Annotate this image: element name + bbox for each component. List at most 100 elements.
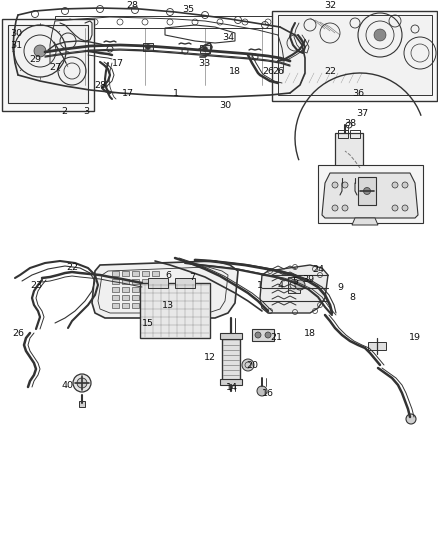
Bar	[272, 11, 437, 101]
Text: 26: 26	[272, 67, 284, 76]
Text: 34: 34	[222, 34, 234, 43]
Bar	[252, 329, 274, 341]
Bar	[122, 303, 129, 308]
Circle shape	[402, 182, 408, 188]
Bar	[288, 277, 300, 293]
Bar	[122, 271, 129, 276]
Bar	[142, 295, 149, 300]
Circle shape	[364, 188, 371, 195]
Text: 1: 1	[257, 280, 263, 289]
Text: 4: 4	[277, 280, 283, 289]
Bar	[152, 287, 159, 292]
Circle shape	[77, 378, 87, 388]
Text: 36: 36	[352, 88, 364, 98]
Circle shape	[242, 359, 254, 371]
Text: 17: 17	[112, 59, 124, 68]
Text: 28: 28	[126, 1, 138, 10]
Polygon shape	[322, 173, 418, 218]
Circle shape	[257, 386, 267, 396]
Bar	[142, 303, 149, 308]
Bar	[132, 303, 139, 308]
Bar	[122, 279, 129, 284]
Text: 35: 35	[182, 5, 194, 14]
Bar	[122, 287, 129, 292]
Bar	[200, 45, 210, 53]
Text: 40: 40	[62, 381, 74, 390]
Bar	[152, 271, 159, 276]
Text: 27: 27	[49, 62, 61, 71]
Circle shape	[295, 280, 305, 290]
Text: 38: 38	[344, 118, 356, 127]
Polygon shape	[278, 15, 432, 95]
Circle shape	[406, 414, 416, 424]
Polygon shape	[8, 25, 88, 103]
Bar	[112, 279, 119, 284]
Text: 19: 19	[409, 334, 421, 343]
Bar	[132, 271, 139, 276]
Text: 26: 26	[262, 67, 274, 76]
Bar	[122, 295, 129, 300]
Circle shape	[73, 374, 91, 392]
Circle shape	[374, 29, 386, 41]
Bar	[143, 43, 153, 51]
Text: 12: 12	[204, 353, 216, 362]
Bar	[112, 271, 119, 276]
Text: 6: 6	[165, 271, 171, 279]
Circle shape	[332, 182, 338, 188]
Text: 39: 39	[302, 274, 314, 284]
Circle shape	[145, 44, 151, 50]
Text: 8: 8	[349, 293, 355, 302]
Text: 24: 24	[312, 264, 324, 273]
Circle shape	[402, 205, 408, 211]
Bar	[350, 130, 360, 138]
Circle shape	[255, 332, 261, 338]
Text: 16: 16	[262, 389, 274, 398]
Bar	[79, 401, 85, 407]
Bar	[112, 287, 119, 292]
Bar	[152, 279, 159, 284]
Text: 1: 1	[173, 88, 179, 98]
Text: 23: 23	[30, 280, 42, 289]
Circle shape	[342, 205, 348, 211]
Bar	[140, 283, 210, 338]
Bar	[55, 16, 283, 28]
Text: 5: 5	[292, 277, 298, 286]
Text: 9: 9	[337, 284, 343, 293]
Circle shape	[202, 46, 208, 52]
Polygon shape	[92, 261, 238, 318]
Polygon shape	[260, 265, 328, 313]
Text: 13: 13	[162, 301, 174, 310]
Bar	[112, 295, 119, 300]
Bar	[175, 278, 195, 288]
Text: 22: 22	[324, 67, 336, 76]
Text: 15: 15	[142, 319, 154, 327]
Bar	[220, 379, 242, 385]
Bar	[132, 287, 139, 292]
Text: 3: 3	[83, 107, 89, 116]
Text: 32: 32	[324, 1, 336, 10]
Circle shape	[392, 182, 398, 188]
Text: 30: 30	[219, 101, 231, 109]
Bar	[368, 342, 386, 350]
Bar	[142, 279, 149, 284]
Bar	[338, 130, 348, 138]
Polygon shape	[352, 218, 378, 225]
Circle shape	[392, 205, 398, 211]
Bar	[220, 333, 242, 339]
Text: 28: 28	[94, 80, 106, 90]
Bar	[132, 295, 139, 300]
Bar	[152, 303, 159, 308]
Text: 7: 7	[189, 273, 195, 282]
Bar	[148, 278, 168, 288]
Text: 20: 20	[246, 360, 258, 369]
Text: 26: 26	[12, 328, 24, 337]
Bar	[318, 165, 423, 223]
Bar	[132, 279, 139, 284]
Bar	[335, 133, 363, 178]
Text: 18: 18	[229, 67, 241, 76]
Text: 30: 30	[10, 28, 22, 37]
Circle shape	[332, 205, 338, 211]
Bar	[142, 287, 149, 292]
Bar	[152, 295, 159, 300]
Text: 29: 29	[29, 54, 41, 63]
